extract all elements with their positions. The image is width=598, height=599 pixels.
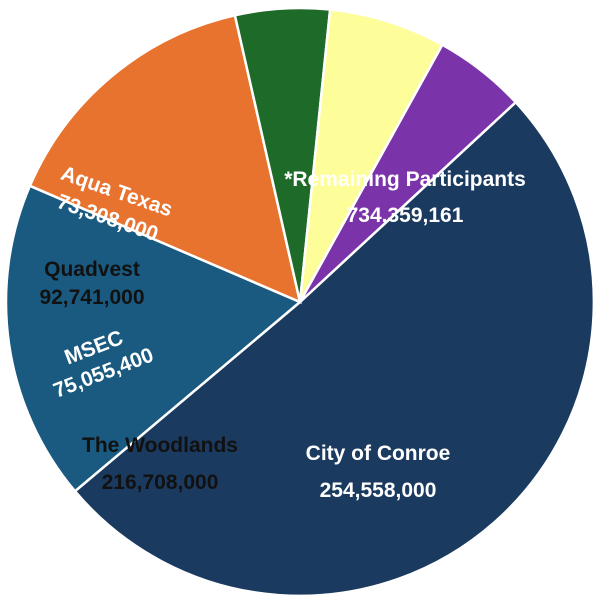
slice-label-group: Quadvest 92,741,000 [39, 258, 144, 309]
pie-slice-remaining-participants [73, 100, 596, 598]
pie-slice-aqua-texas [298, 43, 518, 303]
pie-slices [4, 6, 596, 598]
slice-name-label: *Remaining Participants [284, 168, 526, 191]
pie-slice-city-of-conroe [4, 184, 303, 493]
slice-value-label: 254,558,000 [320, 479, 437, 502]
pie-slice-the-woodlands [28, 13, 302, 305]
slice-label-group: City of Conroe 254,558,000 [306, 442, 451, 502]
slice-value-label: 216,708,000 [102, 471, 219, 494]
slice-label-group: The Woodlands 216,708,000 [82, 434, 238, 494]
slice-value-label: 734,359,161 [347, 204, 464, 227]
pie-slice-quadvest [298, 8, 445, 303]
slice-name-label: City of Conroe [306, 442, 451, 465]
slice-label-group: *Remaining Participants 734,359,161 [284, 168, 526, 227]
slice-name-label: Quadvest [44, 258, 140, 281]
slice-name-label: The Woodlands [82, 434, 238, 457]
slice-value-label: 92,741,000 [39, 286, 144, 309]
